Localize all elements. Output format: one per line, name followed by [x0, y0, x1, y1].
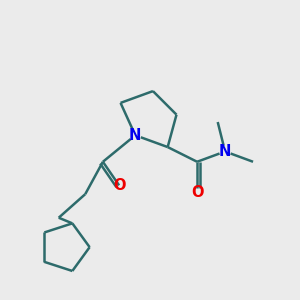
- Text: O: O: [191, 185, 203, 200]
- Text: O: O: [113, 178, 125, 193]
- Text: N: N: [219, 144, 231, 159]
- Text: N: N: [129, 128, 142, 143]
